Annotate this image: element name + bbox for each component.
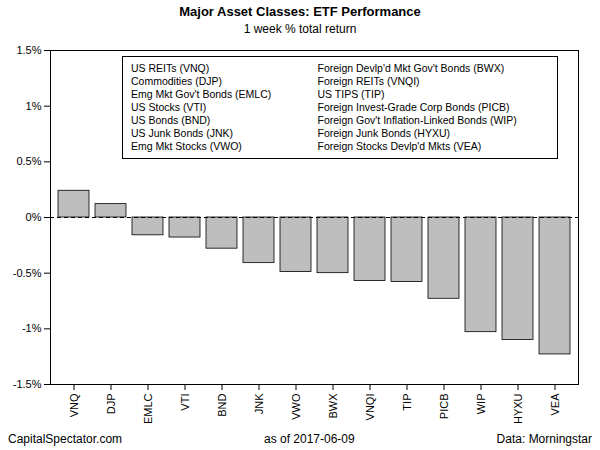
html-text:Major Asset Classes: ETF Perfo: Major Asset Classes: ETF Performance: [179, 4, 421, 19]
svg-text:VTI: VTI: [179, 394, 191, 411]
svg-text:WIP: WIP: [475, 394, 487, 415]
html-text:as of 2017-06-09: as of 2017-06-09: [264, 432, 355, 446]
svg-text:VNQI: VNQI: [364, 394, 376, 421]
svg-text:-1.5%: -1.5%: [13, 378, 42, 390]
html-text:Emg Mkt Gov't Bonds (EMLC): Emg Mkt Gov't Bonds (EMLC): [131, 88, 272, 100]
html-text:US TIPS (TIP): US TIPS (TIP): [317, 88, 385, 100]
svg-text:PICB: PICB: [438, 394, 450, 420]
svg-text:HYXU: HYXU: [512, 393, 524, 424]
svg-text:EMLC: EMLC: [142, 393, 154, 424]
svg-text:VWO: VWO: [290, 393, 302, 420]
svg-text:BND: BND: [216, 393, 228, 416]
svg-text:VEA: VEA: [549, 393, 561, 416]
html-text:Emg Mkt Stocks (VWO): Emg Mkt Stocks (VWO): [131, 140, 242, 152]
html-text:Commodities (DJP): Commodities (DJP): [131, 75, 222, 87]
svg-text:-1%: -1%: [22, 322, 42, 334]
svg-text:VNQ: VNQ: [68, 393, 80, 417]
svg-text:BWX: BWX: [327, 393, 339, 419]
html-text:Data: Morningstar: Data: Morningstar: [496, 432, 592, 446]
svg-text:-0.5%: -0.5%: [13, 267, 42, 279]
html-text:US Stocks (VTI): US Stocks (VTI): [131, 101, 207, 113]
html-text:Foreign Invest-Grade Corp Bond: Foreign Invest-Grade Corp Bonds (PICB): [317, 101, 510, 113]
svg-text:0.5%: 0.5%: [16, 155, 41, 167]
html-text:Foreign Devlp'd Mkt Gov't Bond: Foreign Devlp'd Mkt Gov't Bonds (BWX): [317, 62, 505, 74]
html-text:Foreign REITs (VNQI): Foreign REITs (VNQI): [317, 75, 420, 87]
html-text:Foreign Gov't Inflation-Linked: Foreign Gov't Inflation-Linked Bonds (WI…: [317, 114, 517, 126]
svg-text:DJP: DJP: [105, 394, 117, 415]
svg-text:1.5%: 1.5%: [16, 44, 41, 56]
html-text:US REITs (VNQ): US REITs (VNQ): [131, 62, 210, 74]
html-text:Foreign Junk Bonds (HYXU): Foreign Junk Bonds (HYXU): [317, 127, 450, 139]
html-text:US Junk Bonds (JNK): US Junk Bonds (JNK): [131, 127, 234, 139]
svg-text:0%: 0%: [26, 211, 42, 223]
svg-text:JNK: JNK: [253, 393, 265, 414]
html-text:1 week % total return: 1 week % total return: [243, 22, 357, 36]
svg-text:1%: 1%: [26, 100, 42, 112]
html-text:Foreign Stocks Devlp'd Mkts (V: Foreign Stocks Devlp'd Mkts (VEA): [317, 140, 482, 152]
html-text:CapitalSpectator.com: CapitalSpectator.com: [8, 432, 123, 446]
html-text:US Bonds (BND): US Bonds (BND): [131, 114, 211, 126]
svg-text:TIP: TIP: [401, 394, 413, 411]
